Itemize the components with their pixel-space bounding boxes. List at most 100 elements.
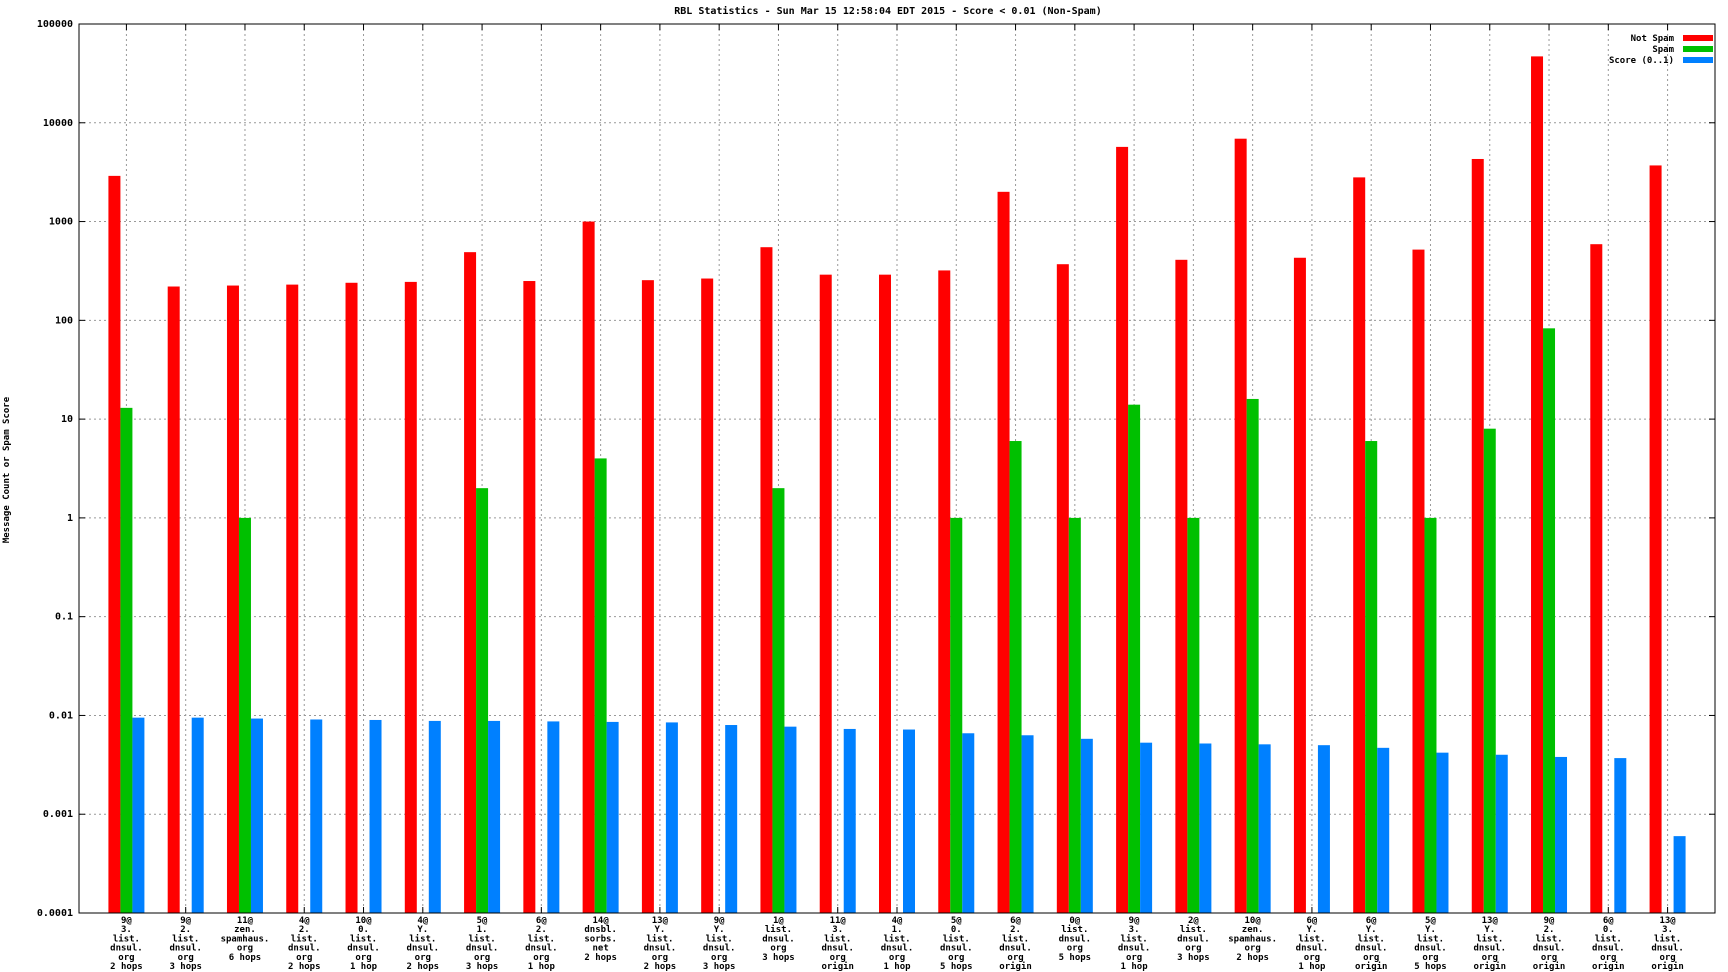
x-category-line: org	[1245, 944, 1261, 954]
plot-frame	[78, 23, 1716, 914]
bar-score	[132, 717, 145, 913]
bar-not-spam	[1649, 165, 1662, 913]
bar-score	[1021, 735, 1034, 913]
x-category-line: list.	[1121, 933, 1148, 944]
x-category-line: dnsul.	[1296, 944, 1329, 954]
x-category-line: list.	[1002, 933, 1029, 944]
x-category-line: net	[592, 944, 608, 954]
bar-not-spam	[286, 284, 299, 913]
bar-spam	[772, 488, 785, 913]
x-category-line: org	[1007, 953, 1023, 963]
bar-spam	[1068, 517, 1081, 913]
bar-not-spam	[1353, 177, 1366, 913]
x-category-line: 3.	[1129, 925, 1140, 935]
x-category-line: dnsul.	[1533, 944, 1566, 954]
x-category-line: 2 hops	[1236, 953, 1269, 963]
x-category-line: dnsul.	[1651, 944, 1684, 954]
x-category-line: Y.	[1366, 925, 1377, 935]
x-category-label: 6@ 2. list. dnsul. org 1 hop	[525, 916, 558, 972]
x-category-line: 9@	[714, 916, 725, 926]
x-category-line: dnsul.	[644, 944, 677, 954]
bar-not-spam	[879, 274, 891, 913]
bar-score	[843, 728, 856, 913]
x-category-line: org	[474, 953, 490, 963]
x-category-line: 3 hops	[169, 962, 202, 972]
bar-not-spam	[404, 281, 417, 914]
x-category-line: dnsul.	[881, 944, 914, 954]
x-category-line: dnsul.	[169, 944, 202, 954]
x-category-line: 3 hops	[703, 962, 736, 972]
x-category-line: 2 hops	[644, 962, 677, 972]
y-tick-label: 100	[55, 315, 73, 326]
x-category-line: 1 hop	[1298, 962, 1326, 972]
x-category-line: org	[1600, 953, 1616, 963]
x-category-line: 1 hop	[350, 962, 378, 972]
bar-not-spam	[819, 274, 832, 913]
x-category-line: dnsul.	[703, 944, 736, 954]
x-category-line: 3 hops	[466, 962, 499, 972]
x-category-line: list.	[765, 924, 792, 935]
x-category-line: dnsul.	[1414, 944, 1447, 954]
bar-not-spam	[108, 175, 121, 913]
x-category-line: 2@	[1188, 916, 1199, 926]
bar-score	[1436, 752, 1449, 913]
x-category-line: 0.	[951, 925, 962, 935]
x-category-line: org	[355, 953, 371, 963]
x-category-line: list.	[469, 933, 496, 944]
bar-not-spam	[345, 282, 358, 913]
bar-spam	[1009, 441, 1022, 913]
bar-score	[1377, 747, 1390, 913]
x-category-line: 13@	[1482, 916, 1499, 926]
x-category-line: 6@	[1366, 916, 1377, 926]
x-category-label: 10@ 0. list. dnsul. org 1 hop	[347, 916, 380, 972]
bar-not-spam	[1412, 249, 1425, 914]
x-category-line: 1@	[773, 916, 784, 926]
x-category-label: 11@ 3. list. dnsul. org origin	[821, 916, 854, 972]
x-category-label: 13@ Y. list. dnsul. org origin	[1473, 916, 1506, 972]
y-tick-label: 0.01	[49, 710, 73, 721]
x-category-line: 2 hops	[407, 962, 440, 972]
x-category-line: origin	[1592, 961, 1625, 972]
x-category-line: list.	[1298, 933, 1325, 944]
x-category-line: 6@	[1307, 916, 1318, 926]
x-category-label: 9@ 2. list. dnsul. org 3 hops	[169, 916, 202, 972]
x-category-line: dnsul.	[821, 944, 854, 954]
x-category-label: 5@ 1. list. dnsul. org 3 hops	[466, 916, 499, 972]
x-category-line: org	[711, 953, 727, 963]
bar-spam	[1543, 328, 1556, 913]
x-category-label: 9@ 3. list. dnsul. org 2 hops	[110, 916, 143, 972]
legend-label: Spam	[1652, 45, 1674, 55]
y-axis-label: Message Count or Spam Score	[2, 396, 12, 543]
x-category-line: 3 hops	[1177, 953, 1210, 963]
x-category-line: dnsul.	[347, 944, 380, 954]
bar-not-spam	[641, 280, 654, 913]
bar-score	[1258, 744, 1271, 913]
x-category-line: org	[889, 953, 905, 963]
bar-not-spam	[1590, 244, 1603, 913]
x-category-line: 4@	[299, 916, 310, 926]
x-category-label: 4@ Y. list. dnsul. org 2 hops	[407, 916, 440, 972]
bar-not-spam	[1175, 259, 1188, 913]
x-category-line: 6 hops	[229, 953, 262, 963]
x-category-line: 2.	[180, 925, 191, 935]
x-category-label: 2@ list. dnsul. org 3 hops	[1177, 916, 1210, 963]
bar-not-spam	[1234, 138, 1247, 913]
x-category-line: list.	[824, 933, 851, 944]
legend-swatch	[1683, 35, 1713, 41]
bar-score	[1614, 758, 1627, 913]
x-category-line: dnsul.	[525, 944, 558, 954]
x-category-line: org	[1126, 953, 1142, 963]
x-category-line: dnsul.	[1118, 944, 1151, 954]
x-category-line: list.	[350, 933, 377, 944]
x-category-line: list.	[706, 933, 733, 944]
x-category-line: list.	[528, 933, 555, 944]
x-category-line: Y.	[1425, 925, 1436, 935]
bar-score	[547, 721, 560, 913]
x-category-line: origin	[821, 961, 854, 972]
x-category-line: org	[1067, 944, 1083, 954]
x-category-line: org	[1363, 953, 1379, 963]
x-category-line: origin	[1355, 961, 1388, 972]
x-category-line: list.	[1180, 924, 1207, 935]
